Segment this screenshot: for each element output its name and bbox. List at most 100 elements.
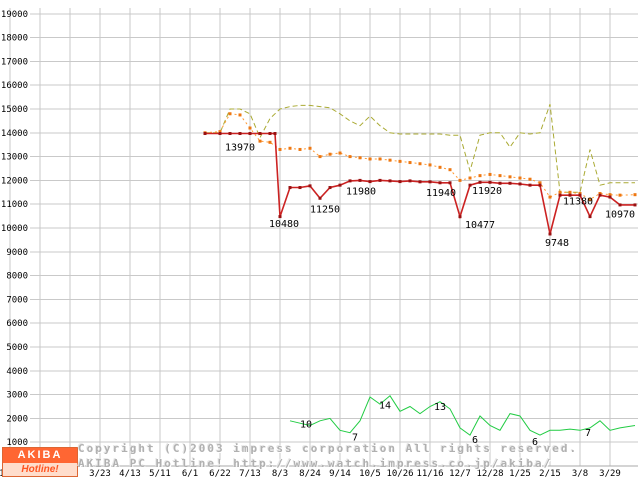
y-tick-label: 19000 (1, 10, 28, 20)
average-price-marker (618, 193, 622, 197)
lowest-price-marker (338, 183, 342, 187)
y-tick-label: 9000 (6, 248, 28, 258)
price-annotation: 10477 (465, 220, 495, 231)
lowest-price-marker (608, 195, 612, 199)
average-price-marker (278, 147, 282, 151)
average-price-marker (568, 190, 572, 194)
average-price-marker (538, 181, 542, 185)
lowest-price-marker (228, 132, 232, 136)
average-price-marker (608, 193, 612, 197)
average-price-marker (238, 113, 242, 117)
average-price-marker (558, 190, 562, 194)
akiba-logo: AKIBA Hotline! (2, 447, 78, 477)
lowest-price-marker (488, 180, 492, 184)
shop-count-annotation: 14 (379, 400, 391, 411)
lowest-price-marker (558, 193, 562, 197)
lowest-price-marker (358, 178, 362, 182)
lowest-price-marker (248, 132, 252, 136)
y-tick-label: 17000 (1, 57, 28, 67)
lowest-price-marker (618, 203, 622, 207)
average-price-marker (308, 146, 312, 150)
average-price-marker (498, 174, 502, 178)
price-annotation: 11940 (426, 188, 456, 199)
lowest-price-marker (408, 179, 412, 183)
lowest-price-marker (418, 180, 422, 184)
average-price-marker (438, 165, 442, 169)
shop-count-annotation: 10 (300, 419, 312, 430)
average-price-marker (448, 168, 452, 172)
price-annotation: 11250 (310, 205, 340, 216)
y-tick-label: 13000 (1, 153, 28, 163)
average-price-marker (298, 147, 302, 151)
average-price-marker (398, 159, 402, 163)
x-tick-label: 9/14 (329, 469, 351, 479)
y-tick-label: 10000 (1, 224, 28, 234)
x-tick-label: 8/3 (272, 469, 288, 479)
lowest-price-marker (468, 183, 472, 187)
y-tick-label: 12000 (1, 176, 28, 186)
average-price-marker (578, 191, 582, 195)
highest-price-line (205, 104, 635, 193)
lowest-price-marker (633, 203, 637, 207)
average-price-marker (518, 176, 522, 180)
x-tick-label: 11/16 (416, 469, 443, 479)
lowest-price-marker (428, 180, 432, 184)
y-tick-label: 16000 (1, 81, 28, 91)
lowest-price-marker (518, 182, 522, 186)
average-price-marker (218, 130, 222, 134)
akiba-logo-title: AKIBA (3, 448, 77, 463)
lowest-price-marker (218, 132, 222, 136)
lowest-price-marker (278, 215, 282, 219)
average-price-marker (378, 157, 382, 161)
lowest-price-marker (348, 179, 352, 183)
shop-count-annotation: 7 (585, 428, 591, 439)
lowest-price-marker (388, 179, 392, 183)
price-annotation: 11380 (563, 197, 593, 208)
average-price-marker (478, 174, 482, 178)
lowest-price-marker (448, 181, 452, 185)
lowest-price-marker (398, 180, 402, 184)
y-tick-label: 2000 (6, 414, 28, 424)
lowest-price-marker (328, 186, 332, 190)
x-tick-label: 8/24 (299, 469, 321, 479)
lowest-price-marker (368, 180, 372, 184)
y-tick-label: 15000 (1, 105, 28, 115)
lowest-price-marker (203, 132, 207, 136)
lowest-price-marker (288, 186, 292, 190)
y-tick-label: 14000 (1, 129, 28, 139)
y-tick-label: 4000 (6, 367, 28, 377)
price-annotation: 10480 (269, 219, 299, 230)
y-tick-label: 1000 (6, 438, 28, 448)
x-tick-label: 4/13 (119, 469, 141, 479)
x-tick-label: 12/28 (476, 469, 503, 479)
lowest-price-marker (538, 183, 542, 187)
lowest-price-marker (598, 193, 602, 197)
average-price-marker (588, 197, 592, 201)
average-price-marker (288, 146, 292, 150)
lowest-price-marker (528, 183, 532, 187)
shop-count-line (289, 395, 636, 436)
lowest-price-marker (258, 132, 262, 136)
x-tick-label: 3/8 (572, 469, 588, 479)
x-tick-label: 10/5 (359, 469, 381, 479)
shop-count-annotation: 7 (352, 432, 358, 443)
lowest-price-marker (268, 132, 272, 136)
average-price-marker (228, 112, 232, 116)
x-tick-label: 3/23 (89, 469, 111, 479)
average-price-marker (428, 163, 432, 167)
x-tick-label: 6/1 (182, 469, 198, 479)
y-tick-label: 6000 (6, 319, 28, 329)
lowest-price-marker (458, 215, 462, 219)
x-tick-label: 12/7 (449, 469, 471, 479)
average-price-marker (268, 140, 272, 144)
copyright-line-1: Copyright (C)2003 impress corporation Al… (78, 442, 579, 455)
average-price-marker (258, 139, 262, 143)
x-tick-label: 6/22 (209, 469, 231, 479)
lowest-price-line (205, 132, 635, 235)
lowest-price-marker (378, 178, 382, 182)
lowest-price-marker (273, 132, 277, 136)
shop-count-annotation: 13 (434, 402, 446, 413)
lowest-price-marker (568, 193, 572, 197)
akiba-logo-subtitle: Hotline! (3, 463, 77, 476)
